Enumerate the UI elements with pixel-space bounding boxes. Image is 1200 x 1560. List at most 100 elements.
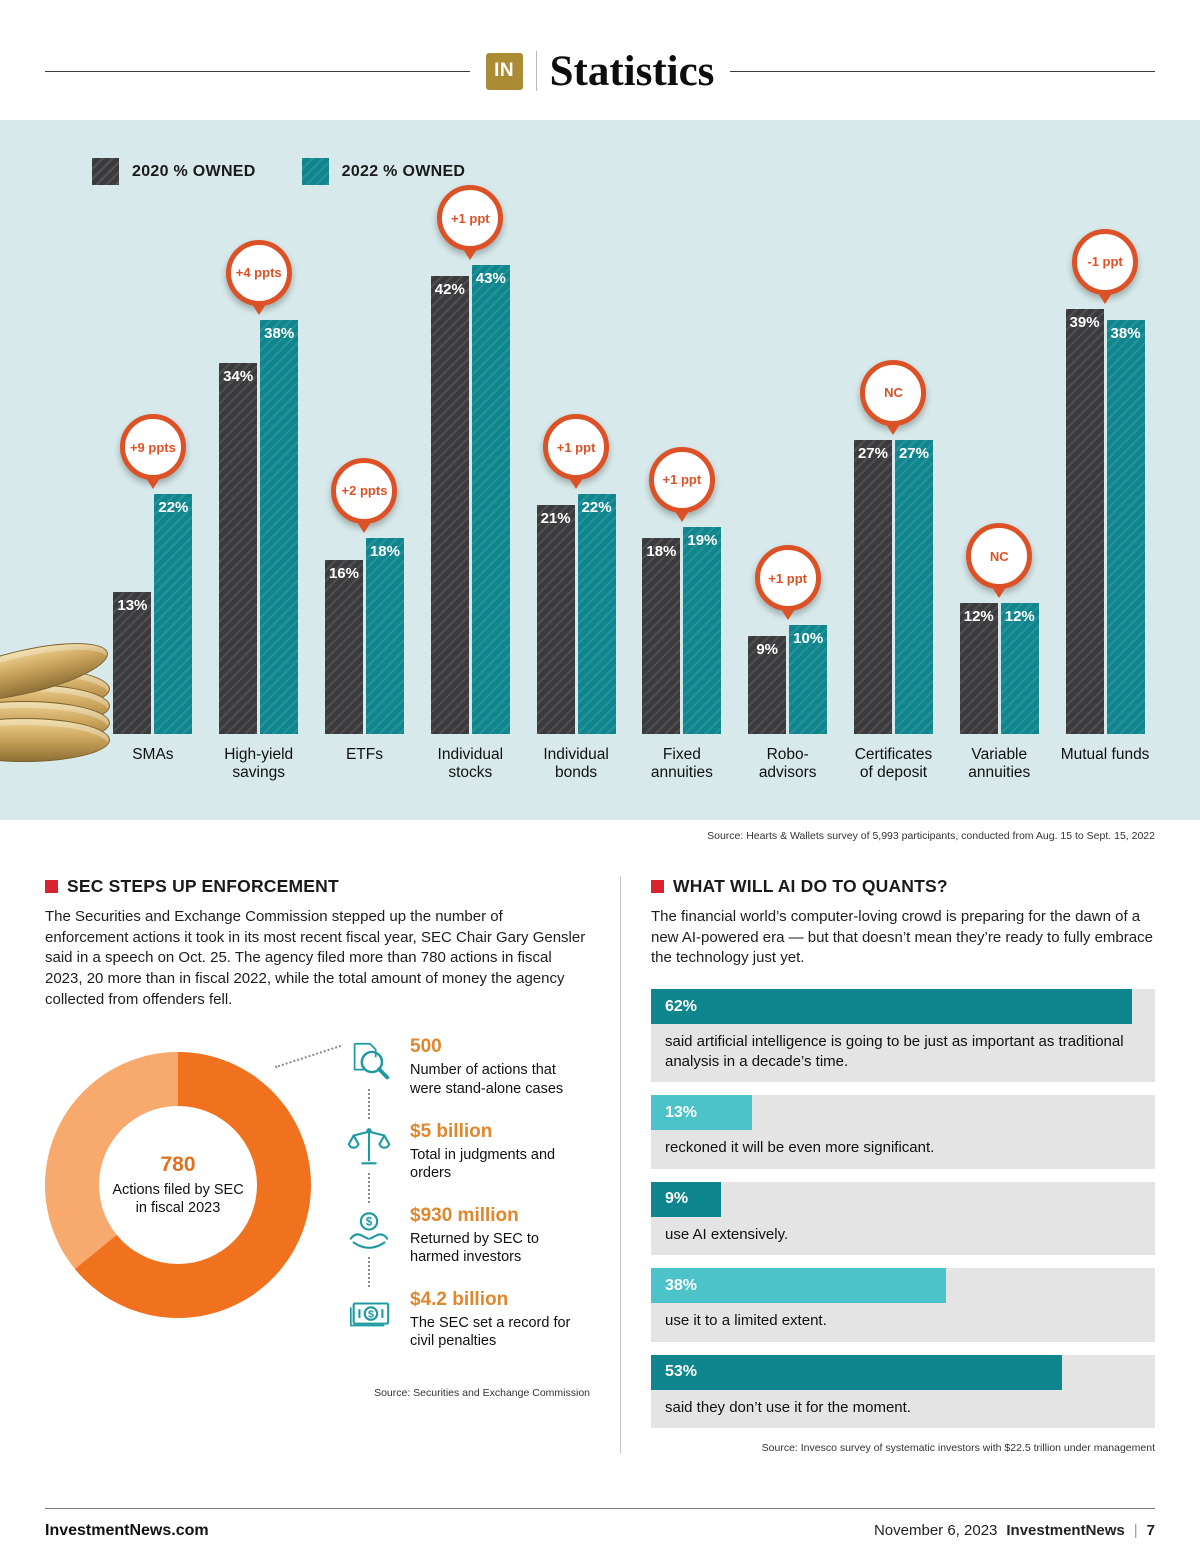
footer-page-number: 7 [1146, 1522, 1155, 1539]
in-logo-icon: IN [485, 52, 523, 90]
ai-section-title: WHAT WILL AI DO TO QUANTS? [673, 876, 948, 896]
ai-bar: 38% [651, 1268, 946, 1304]
bar-group: NC 27% 27% Certificates of deposit [841, 254, 947, 790]
ai-bar-label: 13% [665, 1103, 698, 1121]
change-badge: +2 ppts [331, 457, 398, 524]
category-label: Mutual funds [1060, 746, 1150, 763]
change-badge: +1 ppt [543, 414, 610, 481]
ai-stat-row: 62% said artificial intelligence is going… [651, 989, 1155, 1083]
bar-pair: 21% 22% [536, 254, 616, 734]
header-rule-right [730, 70, 1156, 72]
ownership-chart-panel: 2020 % OWNED 2022 % OWNED +9 ppts 13% 22% S… [0, 120, 1200, 820]
bar-2022: 38% [260, 319, 299, 734]
chart-legend: 2020 % OWNED 2022 % OWNED [92, 158, 465, 185]
stat-value: 500 [410, 1036, 442, 1058]
sec-stats-list: 500 Number of actions that were stand-alo… [274, 1036, 590, 1372]
bar-value-label: 13% [117, 597, 148, 615]
change-badge: +4 ppts [225, 239, 292, 306]
bar-value-label: 22% [158, 499, 189, 517]
bar-pair: 34% 38% [219, 254, 299, 734]
bar-value-label: 39% [1069, 313, 1100, 331]
bar-group: +1 ppt 21% 22% Individual bonds [523, 254, 629, 790]
ai-bar-caption: use AI extensively. [665, 1225, 789, 1243]
enforcement-stat: $ $4.2 billion The SEC set a record for ci… [343, 1288, 590, 1351]
section-bullet-icon [651, 880, 664, 893]
stat-value: $930 million [410, 1204, 519, 1226]
bar-value-label: 16% [328, 564, 359, 582]
page-footer: InvestmentNews.com November 6, 2023 Inve… [45, 1508, 1155, 1540]
sec-donut-chart: 780 Actions filed by SEC in fiscal 2023 [45, 1052, 311, 1319]
category-label: Individual bonds [543, 746, 609, 782]
page-title: Statistics [549, 47, 715, 95]
enforcement-stat: $5 billion Total in judgments and orders [343, 1120, 590, 1183]
stat-text: 500 Number of actions that were stand-alo… [410, 1036, 585, 1098]
enforcement-stat: $ $930 million Returned by SEC to harmed i… [343, 1204, 590, 1267]
sec-section-body: The Securities and Exchange Commission s… [45, 908, 586, 1008]
ai-bar: 13% [651, 1095, 752, 1131]
bar-2022: 18% [365, 537, 404, 734]
bar-2020: 18% [642, 537, 681, 734]
section-bullet-icon [45, 880, 58, 893]
sec-content: 780 Actions filed by SEC in fiscal 2023 … [45, 1036, 590, 1372]
masthead-center: IN Statistics [485, 47, 715, 96]
ai-bar-label: 9% [665, 1190, 689, 1208]
legend-item-2022: 2022 % OWNED [301, 158, 466, 185]
change-badge-label: +4 ppts [235, 265, 282, 281]
change-badge-label: +1 ppt [662, 472, 702, 488]
sec-section-title: SEC STEPS UP ENFORCEMENT [67, 876, 339, 896]
footer-separator: | [1133, 1522, 1138, 1539]
hands-dollar-icon: $ [343, 1204, 395, 1257]
change-badge: +1 ppt [754, 545, 821, 611]
bar-value-label: 27% [898, 444, 929, 462]
bar-pair: 12% 12% [959, 254, 1039, 734]
bar-pair: 13% 22% [113, 254, 193, 734]
stat-text: $5 billion Total in judgments and orders [410, 1121, 585, 1183]
bar-pair: 27% 27% [853, 254, 933, 734]
header-rule-left [45, 70, 470, 72]
bar-group: +1 ppt 18% 19% Fixed annuities [629, 254, 735, 790]
bar-pair: 9% 10% [748, 254, 828, 734]
change-badge-label: NC [989, 548, 1009, 564]
donut-center-label: Actions filed by SEC in fiscal 2023 [112, 1182, 244, 1217]
bar-value-label: 19% [687, 531, 718, 549]
ai-bar-label: 62% [665, 997, 698, 1015]
magnifier-icon [343, 1036, 395, 1089]
scales-icon [343, 1120, 395, 1173]
bar-2022: 38% [1106, 319, 1145, 734]
change-badge: +9 ppts [119, 414, 186, 481]
bar-group: +4 ppts 34% 38% High-yield savings [206, 239, 312, 790]
bar-group: +2 ppts 16% 18% ETFs [312, 254, 418, 790]
grouped-bar-chart: +9 ppts 13% 22% SMAs +4 ppts 34% 38% High-yield… [100, 185, 1158, 790]
category-label: Robo-advisors [758, 746, 817, 782]
bar-2022: 12% [1000, 603, 1039, 734]
bar-value-label: 42% [434, 281, 465, 299]
bar-2020: 21% [536, 505, 575, 734]
change-badge-label: +1 ppt [556, 439, 596, 455]
category-label: Variable annuities [968, 746, 1031, 782]
bar-2020: 34% [219, 363, 258, 734]
stat-value: $5 billion [410, 1120, 493, 1142]
ai-bar-caption: use it to a limited extent. [665, 1312, 827, 1330]
bar-pair: 42% 43% [430, 254, 510, 734]
ai-quants-section: WHAT WILL AI DO TO QUANTS? The financial… [651, 876, 1155, 1454]
change-badge: +1 ppt [648, 446, 715, 513]
donut-center-value: 780 [160, 1153, 196, 1177]
stat-caption: Total in judgments and orders [410, 1146, 556, 1182]
bar-value-label: 21% [540, 510, 571, 528]
masthead-divider [535, 51, 537, 91]
bar-2020: 9% [748, 635, 787, 734]
bar-value-label: 12% [963, 608, 994, 626]
bar-value-label: 10% [793, 630, 824, 647]
legend-swatch-2022-icon [301, 158, 329, 185]
stat-caption: The SEC set a record for civil penalties [410, 1314, 571, 1350]
stat-text: $930 million Returned by SEC to harmed in… [410, 1205, 585, 1267]
change-badge: NC [966, 523, 1033, 590]
sec-section-title-row: SEC STEPS UP ENFORCEMENT [45, 876, 590, 897]
banknote-icon: $ [343, 1288, 395, 1341]
footer-site: InvestmentNews.com [45, 1522, 209, 1539]
bar-2020: 27% [853, 439, 892, 734]
ai-section-source: Source: Invesco survey of systematic inv… [761, 1442, 1155, 1455]
stat-caption: Number of actions that were stand-alone … [410, 1062, 564, 1097]
change-badge-label: +9 ppts [129, 439, 176, 455]
